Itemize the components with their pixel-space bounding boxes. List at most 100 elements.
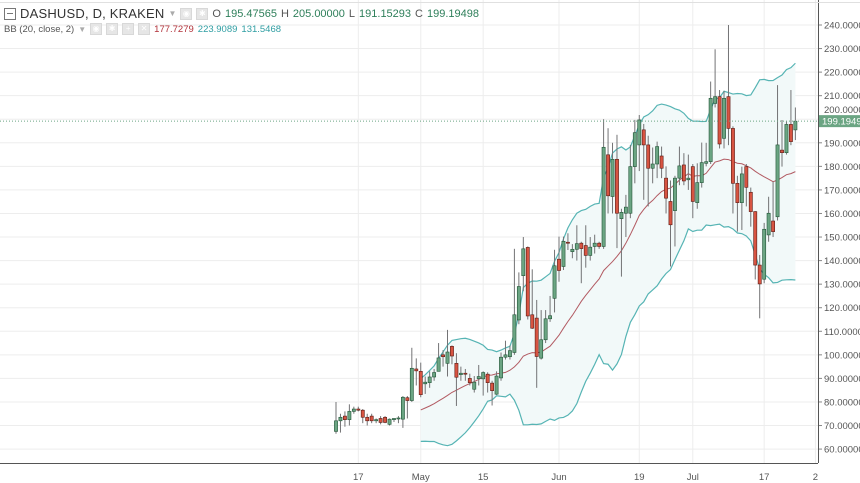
- x-tick-label: May: [412, 472, 430, 483]
- candle-body: [534, 317, 539, 357]
- candle-body: [476, 376, 481, 379]
- candle-body: [655, 146, 660, 165]
- x-tick-label: 17: [759, 472, 770, 483]
- candle-body: [601, 146, 606, 247]
- candle: [374, 418, 379, 424]
- candle: [548, 295, 552, 322]
- candle-body: [597, 242, 602, 247]
- y-tick-label: 140.00000: [824, 256, 860, 267]
- candle-body: [463, 372, 468, 375]
- eye-icon[interactable]: ◉: [90, 23, 103, 35]
- y-tick-label: 130.00000: [824, 280, 860, 291]
- y-tick-label: 190.00000: [824, 138, 860, 149]
- candle: [619, 208, 624, 277]
- candle: [561, 236, 566, 271]
- candle: [338, 413, 343, 433]
- candle-body: [512, 314, 517, 353]
- candle: [445, 329, 450, 377]
- last-price-badge: [819, 115, 860, 128]
- y-tick-label: 240.00000: [824, 21, 860, 32]
- collapse-icon[interactable]: [4, 7, 16, 20]
- candle-body: [659, 155, 664, 169]
- open-label: O: [212, 7, 221, 20]
- candle: [539, 310, 544, 360]
- y-tick-label: 160.00000: [824, 209, 860, 220]
- candle-body: [334, 420, 338, 432]
- candle: [343, 411, 347, 427]
- candle: [499, 352, 503, 381]
- candle: [360, 409, 365, 424]
- candle-body: [374, 419, 379, 422]
- candle: [583, 225, 588, 268]
- bb-upper-value: 223.9089: [197, 23, 238, 35]
- candle: [690, 164, 695, 219]
- candle-body: [592, 242, 597, 247]
- eye-icon[interactable]: ◉: [180, 7, 193, 20]
- candle: [409, 347, 414, 402]
- candle: [659, 146, 664, 179]
- gear-icon[interactable]: ✱: [196, 7, 209, 20]
- candle: [436, 343, 441, 372]
- candle-body: [561, 240, 566, 267]
- gear-icon[interactable]: ✱: [106, 23, 119, 35]
- candle: [458, 366, 463, 381]
- candle-body: [418, 371, 423, 395]
- candle-body: [650, 163, 655, 169]
- y-tick-label: 170.00000: [824, 185, 860, 196]
- candle-body: [646, 144, 651, 169]
- candle-body: [503, 354, 508, 358]
- candle-body: [539, 339, 544, 359]
- y-tick-label: 90.00000: [824, 374, 860, 385]
- plus-icon[interactable]: +: [122, 23, 135, 35]
- candle: [753, 211, 758, 280]
- candle-body: [632, 132, 637, 167]
- candle-body: [579, 242, 584, 249]
- symbol-legend: DASHUSD, D, KRAKEN ▼ ◉ ✱ O 195.47565 H 2…: [4, 6, 479, 21]
- candle: [717, 90, 722, 149]
- candle: [351, 406, 356, 414]
- candle-body: [530, 314, 535, 329]
- x-tick-label: 2: [813, 472, 818, 483]
- candle-body: [726, 96, 731, 129]
- candle: [704, 142, 709, 167]
- candle-body: [396, 417, 401, 420]
- candle: [383, 416, 387, 424]
- candle: [516, 272, 521, 325]
- symbol-title[interactable]: DASHUSD, D, KRAKEN: [20, 6, 165, 21]
- candle: [655, 141, 660, 179]
- candle: [610, 142, 615, 214]
- candle: [418, 362, 423, 398]
- candle-body: [610, 158, 615, 197]
- candle: [775, 85, 780, 221]
- chevron-down-icon[interactable]: ▼: [78, 24, 87, 34]
- candle-body: [400, 396, 405, 420]
- candle: [369, 413, 374, 424]
- candle: [387, 418, 392, 426]
- candle: [490, 380, 495, 406]
- candle-body: [508, 350, 512, 358]
- y-tick-label: 150.00000: [824, 233, 860, 244]
- candle: [739, 166, 744, 230]
- y-tick-label: 220.00000: [824, 68, 860, 79]
- close-icon[interactable]: ✕: [138, 23, 151, 35]
- candle-body: [744, 166, 749, 188]
- candle: [427, 371, 432, 388]
- candle: [748, 187, 753, 227]
- candle-body: [566, 241, 570, 244]
- candle: [512, 248, 517, 355]
- candle-body: [731, 128, 735, 184]
- bb-lower-value: 131.5468: [241, 23, 282, 35]
- candle-body: [441, 354, 445, 358]
- indicator-title[interactable]: BB (20, close, 2): [4, 23, 75, 35]
- candle: [588, 237, 593, 261]
- chevron-down-icon[interactable]: ▼: [168, 9, 177, 18]
- candle: [789, 90, 793, 146]
- candle: [686, 154, 691, 190]
- close-value: 199.19498: [426, 7, 479, 20]
- candle-body: [414, 368, 419, 372]
- candle-body: [686, 177, 691, 181]
- candle: [744, 164, 749, 207]
